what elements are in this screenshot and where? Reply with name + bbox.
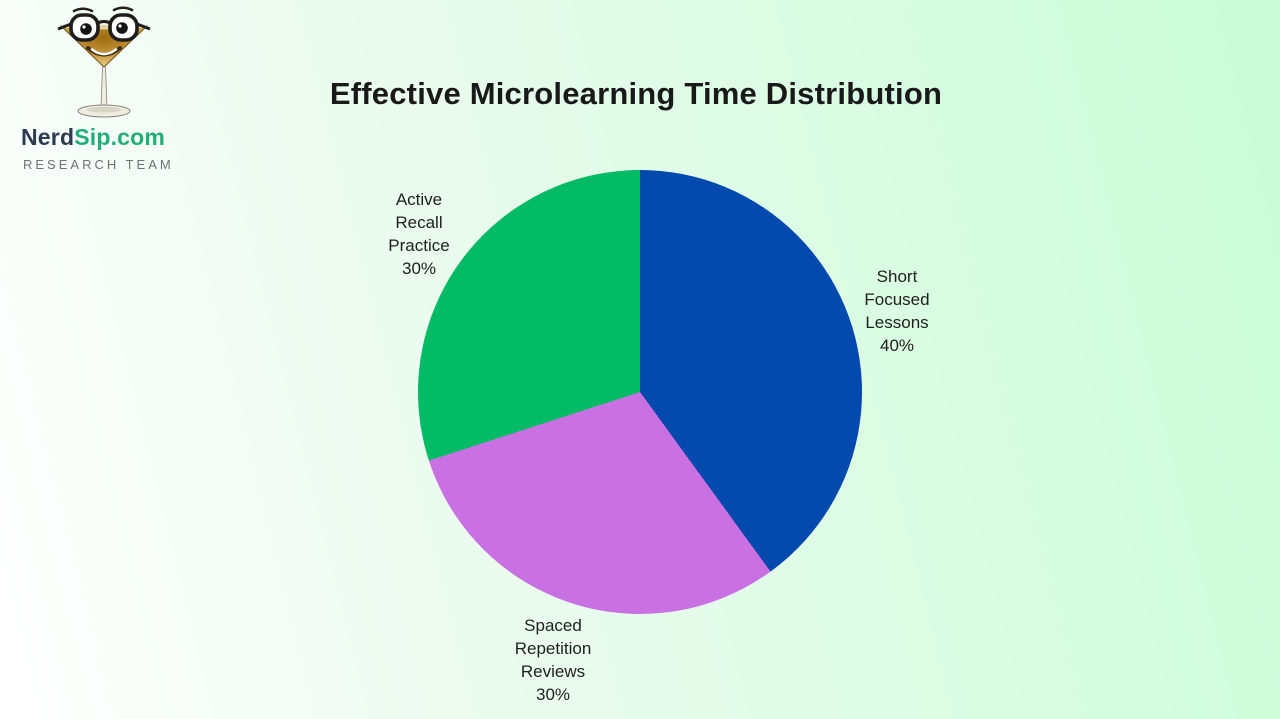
slice-label-spaced-repetition-reviews: Spaced Repetition Reviews 30% (514, 616, 592, 704)
slice-label-short-focused-lessons: Short Focused Lessons 40% (864, 267, 930, 355)
smile (86, 46, 122, 57)
stem-and-base (77, 66, 131, 118)
brand-name-secondary: Sip.com (74, 124, 166, 150)
slice-label-active-recall-practice: Active Recall Practice 30% (388, 190, 450, 278)
brand-logo: NerdSip.com RESEARCH TEAM (0, 0, 230, 185)
brand-name-primary: Nerd (21, 124, 75, 150)
eyebrows (72, 6, 134, 13)
nerd-glasses-icon (57, 13, 151, 42)
brand-subtitle: RESEARCH TEAM (23, 157, 174, 172)
pie-chart (418, 170, 862, 614)
chart-title: Effective Microlearning Time Distributio… (329, 76, 943, 111)
brand-name: NerdSip.com (21, 124, 165, 151)
martini-mascot-icon (57, 6, 151, 118)
